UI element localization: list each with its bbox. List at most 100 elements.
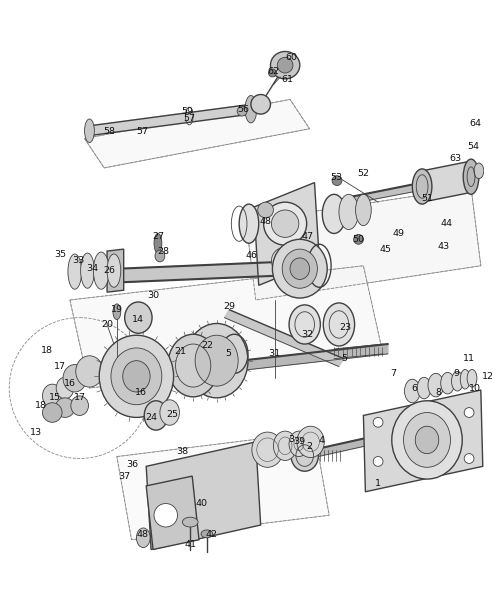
Ellipse shape: [460, 370, 470, 389]
Polygon shape: [224, 310, 344, 367]
Polygon shape: [117, 432, 329, 540]
Ellipse shape: [111, 348, 162, 404]
Ellipse shape: [464, 454, 474, 463]
Ellipse shape: [441, 373, 455, 394]
Text: 51: 51: [421, 194, 433, 203]
Ellipse shape: [252, 432, 283, 467]
Text: 45: 45: [380, 245, 392, 254]
Text: 20: 20: [101, 320, 113, 329]
Ellipse shape: [154, 233, 162, 253]
Ellipse shape: [239, 204, 259, 243]
Text: 5: 5: [341, 354, 347, 363]
Ellipse shape: [415, 426, 439, 454]
Polygon shape: [89, 104, 251, 136]
Ellipse shape: [245, 95, 257, 123]
Ellipse shape: [168, 334, 218, 397]
Text: 25: 25: [167, 410, 178, 419]
Ellipse shape: [185, 323, 248, 398]
Ellipse shape: [339, 194, 358, 230]
Ellipse shape: [125, 302, 152, 333]
Polygon shape: [129, 344, 388, 383]
Text: 2: 2: [307, 442, 313, 451]
Text: 14: 14: [133, 315, 144, 324]
Text: 5: 5: [225, 349, 231, 358]
Text: 53: 53: [330, 173, 342, 182]
Text: 57: 57: [136, 127, 148, 136]
Text: 40: 40: [196, 499, 208, 508]
Polygon shape: [119, 261, 305, 283]
Text: 54: 54: [467, 142, 479, 151]
Text: 36: 36: [126, 460, 139, 469]
Text: 18: 18: [35, 401, 46, 410]
Text: 58: 58: [103, 127, 115, 136]
Text: 42: 42: [206, 530, 218, 539]
Ellipse shape: [85, 119, 94, 142]
Text: 49: 49: [392, 229, 405, 238]
Polygon shape: [349, 175, 461, 204]
Ellipse shape: [155, 250, 165, 262]
Ellipse shape: [237, 106, 247, 116]
Ellipse shape: [392, 401, 462, 479]
Ellipse shape: [282, 249, 317, 288]
Ellipse shape: [417, 377, 431, 399]
Ellipse shape: [289, 305, 320, 344]
Polygon shape: [146, 476, 199, 550]
Ellipse shape: [464, 407, 474, 418]
Text: 18: 18: [41, 346, 53, 355]
Ellipse shape: [264, 202, 307, 245]
Ellipse shape: [251, 95, 271, 114]
Ellipse shape: [144, 401, 168, 430]
Ellipse shape: [272, 210, 299, 238]
Ellipse shape: [277, 58, 293, 73]
Text: 48: 48: [136, 530, 148, 539]
Ellipse shape: [42, 384, 62, 407]
Text: 13: 13: [30, 428, 42, 437]
Text: 26: 26: [103, 266, 115, 275]
Polygon shape: [246, 187, 481, 300]
Polygon shape: [363, 390, 483, 492]
Text: 38: 38: [176, 447, 188, 456]
Text: 17: 17: [73, 394, 86, 403]
Ellipse shape: [463, 159, 479, 194]
Text: 57: 57: [183, 115, 195, 124]
Ellipse shape: [76, 356, 103, 387]
Text: 8: 8: [436, 388, 442, 397]
Ellipse shape: [452, 371, 463, 391]
Text: 39: 39: [293, 437, 305, 446]
Ellipse shape: [404, 413, 451, 467]
Ellipse shape: [123, 361, 150, 392]
Ellipse shape: [258, 202, 274, 218]
Text: 48: 48: [260, 217, 272, 226]
Ellipse shape: [323, 303, 354, 346]
Text: 19: 19: [111, 305, 123, 314]
Ellipse shape: [297, 426, 324, 458]
Text: 56: 56: [237, 105, 249, 114]
Ellipse shape: [71, 396, 88, 415]
Text: 41: 41: [184, 540, 196, 549]
Text: 3: 3: [288, 436, 294, 445]
Text: 11: 11: [463, 354, 475, 363]
Ellipse shape: [160, 400, 179, 425]
Text: 22: 22: [201, 341, 213, 350]
Text: 32: 32: [302, 330, 314, 339]
Ellipse shape: [289, 431, 309, 457]
Ellipse shape: [373, 457, 383, 466]
Ellipse shape: [137, 528, 150, 548]
Ellipse shape: [428, 373, 444, 397]
Polygon shape: [146, 442, 261, 550]
Text: 47: 47: [302, 232, 314, 241]
Ellipse shape: [273, 239, 327, 298]
Ellipse shape: [68, 254, 82, 289]
Polygon shape: [70, 266, 383, 388]
Polygon shape: [305, 413, 481, 460]
Text: 52: 52: [357, 169, 369, 178]
Ellipse shape: [99, 335, 174, 418]
Ellipse shape: [182, 517, 198, 527]
Ellipse shape: [373, 418, 383, 427]
Polygon shape: [254, 182, 319, 286]
Ellipse shape: [332, 176, 342, 185]
Text: 23: 23: [340, 323, 352, 332]
Text: 50: 50: [352, 235, 364, 244]
Ellipse shape: [474, 163, 484, 179]
Text: 21: 21: [175, 347, 186, 356]
